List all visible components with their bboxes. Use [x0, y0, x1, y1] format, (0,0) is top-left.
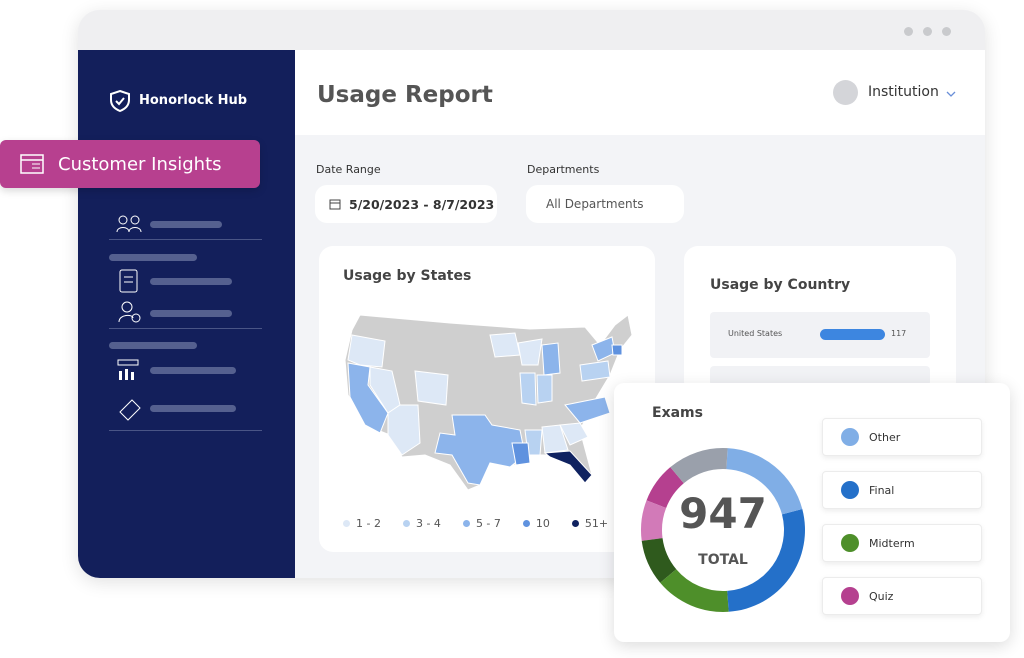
- title-bar: [78, 10, 985, 50]
- legend-dot: [522, 520, 530, 527]
- country-name: United States: [728, 329, 783, 338]
- country-value: 117: [891, 329, 907, 338]
- legend-item: 1 - 2: [343, 517, 381, 530]
- account-name[interactable]: Institution: [868, 84, 939, 100]
- placeholder: [150, 278, 232, 285]
- legend-label: 1 - 2: [356, 517, 381, 530]
- legend-label: Midterm: [869, 536, 915, 550]
- country-title: Usage by Country: [710, 277, 851, 293]
- date-picker[interactable]: 5/20/2023 - 8/7/2023: [315, 185, 497, 223]
- dept-select[interactable]: All Departments: [526, 185, 684, 223]
- legend-label: 10: [535, 517, 550, 530]
- legend-dot: [841, 534, 859, 552]
- country-row: United States 117: [710, 312, 930, 358]
- placeholder: [150, 310, 232, 317]
- divider: [109, 430, 262, 431]
- us-map: [344, 314, 633, 491]
- donut-segment: [670, 448, 728, 484]
- legend-item: 51+: [571, 517, 609, 530]
- legend-label: 3 - 4: [415, 517, 441, 530]
- legend-item[interactable]: Other: [822, 418, 982, 456]
- page-title: Usage Report: [317, 82, 493, 108]
- header: [295, 50, 985, 135]
- placeholder: [109, 254, 197, 261]
- donut-segment: [641, 500, 667, 541]
- legend-dot: [841, 428, 859, 446]
- legend-item: 10: [522, 517, 550, 530]
- doc-icon: [119, 269, 138, 293]
- legend-item: 5 - 7: [462, 517, 501, 530]
- legend-dot: [571, 520, 579, 527]
- insights-icon: [20, 154, 44, 174]
- states-title: Usage by States: [343, 268, 472, 284]
- window-dots: [904, 27, 964, 37]
- donut: 947 TOTAL: [641, 448, 805, 612]
- date-value: 5/20/2023 - 8/7/2023: [349, 196, 495, 212]
- legend-label: Final: [869, 483, 895, 497]
- legend-dot: [841, 481, 859, 499]
- dept-label: Departments: [527, 163, 600, 176]
- placeholder: [109, 342, 197, 349]
- country-rows: United States 117: [710, 312, 930, 358]
- brand: Honorlock Hub: [139, 93, 248, 108]
- legend-item[interactable]: Final: [822, 471, 982, 509]
- placeholder: [150, 221, 222, 228]
- calendar-icon: [329, 199, 341, 210]
- ticket-icon: [119, 399, 141, 421]
- user-icon: [118, 301, 141, 323]
- legend-label: Other: [869, 430, 901, 444]
- divider: [109, 328, 262, 329]
- badge-text: Customer Insights: [58, 153, 222, 175]
- chevron: [946, 91, 956, 97]
- placeholder: [150, 367, 236, 374]
- legend-item: 3 - 4: [402, 517, 441, 530]
- users-icon: [116, 215, 142, 233]
- legend-label: Quiz: [869, 589, 894, 603]
- total: 947: [679, 489, 767, 538]
- legend-label: 5 - 7: [475, 517, 501, 530]
- donut-segment: [727, 509, 805, 612]
- shield-icon: [110, 89, 130, 113]
- states-legend: 1 - 2 3 - 4 5 - 7 10 51+: [343, 517, 608, 530]
- country-bar: [820, 329, 885, 340]
- chart-icon: [117, 359, 139, 380]
- customer-insights-badge[interactable]: Customer Insights: [0, 140, 260, 188]
- avatar[interactable]: [833, 80, 858, 105]
- legend-dot: [402, 520, 410, 527]
- legend-dot: [343, 520, 350, 527]
- placeholder: [150, 405, 236, 412]
- legend-label: 51+: [584, 517, 609, 530]
- donut-segment: [726, 448, 803, 515]
- legend-dot: [841, 587, 859, 605]
- dept-value: All Departments: [546, 197, 644, 211]
- legend-item[interactable]: Midterm: [822, 524, 982, 562]
- country-row-placeholder: [710, 366, 930, 386]
- legend-dot: [462, 520, 470, 527]
- total-label: TOTAL: [698, 552, 748, 568]
- donut-segment: [660, 569, 729, 612]
- donut-segment: [646, 467, 684, 508]
- divider: [109, 239, 262, 240]
- date-label: Date Range: [316, 163, 381, 176]
- donut-segment: [641, 538, 677, 583]
- legend-item[interactable]: Quiz: [822, 577, 982, 615]
- exams-title: Exams: [652, 405, 703, 421]
